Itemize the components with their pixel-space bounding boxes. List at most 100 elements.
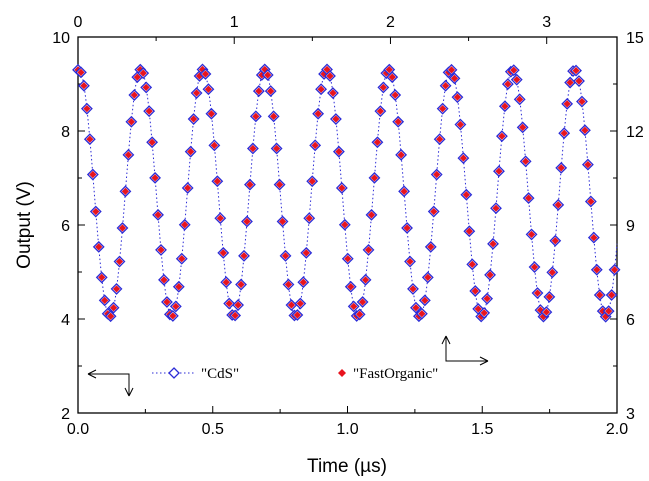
fastorganic-point (421, 296, 429, 304)
top-tick-label: 3 (542, 14, 551, 31)
fastorganic-point (255, 87, 263, 95)
y-tick-label: 4 (61, 312, 70, 329)
fastorganic-point (433, 170, 441, 179)
legend-fastorganic-label: "FastOrganic" (353, 366, 438, 382)
fastorganic-point (264, 71, 272, 79)
fastorganic-point (587, 197, 595, 206)
fastorganic-point (367, 211, 376, 219)
fastorganic-point (510, 66, 518, 74)
fastorganic-point (599, 307, 607, 315)
fastorganic-point (456, 120, 465, 129)
fastorganic-point (608, 291, 616, 299)
legend: "CdS" "FastOrganic" (152, 366, 438, 382)
legend-fastorganic-marker (338, 369, 346, 377)
fastorganic-point (536, 306, 545, 314)
fastorganic-point (142, 83, 150, 92)
fastorganic-point (92, 207, 100, 216)
fastorganic-point (430, 207, 438, 216)
fastorganic-point (243, 217, 251, 226)
fastorganic-point (192, 89, 201, 97)
fastorganic-point (281, 252, 290, 260)
fastorganic-point (317, 85, 325, 93)
fastorganic-point (474, 305, 482, 313)
fastorganic-point (358, 298, 367, 306)
fastorganic-point (527, 230, 536, 239)
fastorganic-point (341, 221, 349, 229)
right-axis-ticks: 3 6 9 12 15 (610, 30, 644, 423)
fastorganic-point (219, 249, 227, 257)
y-tick-label: 2 (61, 406, 70, 423)
fastorganic-point (356, 310, 364, 318)
fastorganic-point (441, 82, 450, 90)
fastorganic-point (495, 167, 503, 175)
fastorganic-point (216, 214, 224, 222)
fastorganic-point (252, 112, 260, 120)
fastorganic-point (418, 310, 426, 318)
fastorganic-point (388, 73, 396, 81)
fastorganic-point (424, 273, 432, 282)
fastorganic-point (109, 304, 118, 312)
fastorganic-point (249, 144, 257, 153)
x-tick-label: 0.0 (67, 421, 89, 438)
fastorganic-point (178, 255, 186, 263)
fastorganic-point (237, 280, 245, 289)
fastorganic-point (525, 194, 533, 202)
fastorganic-point (124, 151, 132, 159)
fastorganic-point (89, 170, 97, 179)
fastorganic-point (101, 296, 109, 304)
fastorganic-point (275, 181, 284, 189)
fastorganic-point (83, 105, 91, 113)
fastorganic-point (489, 240, 497, 248)
fastorganic-point (261, 65, 269, 74)
fastorganic-point (287, 301, 296, 309)
fastorganic-point (501, 102, 509, 110)
left-axis-indicator-arrow (87, 369, 134, 397)
fastorganic-point (593, 266, 601, 274)
fastorganic-point (225, 299, 233, 308)
right-tick-label: 9 (626, 218, 635, 235)
y-axis-title: Output (V) (14, 181, 35, 269)
fastorganic-point (127, 118, 135, 126)
fastorganic-point (270, 112, 278, 120)
fastorganic-point (370, 174, 379, 182)
bottom-axis-ticks: 0.0 0.5 1.0 1.5 2.0 (67, 406, 628, 438)
fastorganic-point (584, 160, 592, 169)
fastorganic-point (112, 285, 121, 293)
fastorganic-point (563, 100, 571, 108)
fastorganic-point (513, 76, 521, 84)
fastorganic-point (483, 295, 491, 303)
fastorganic-point (453, 93, 462, 101)
right-axis-indicator-arrow (441, 335, 489, 366)
fastorganic-point (329, 89, 337, 97)
fastorganic-point (572, 66, 580, 75)
fastorganic-point (118, 224, 127, 232)
fastorganic-point (350, 302, 358, 311)
fastorganic-point (175, 283, 183, 291)
legend-cds-marker (168, 367, 180, 379)
fastorganic-point (385, 66, 393, 74)
x-tick-label: 1.5 (471, 421, 493, 438)
fastorganic-point (77, 68, 85, 76)
fastorganic-point (207, 110, 216, 118)
fastorganic-point (610, 266, 619, 274)
fastorganic-point (519, 123, 527, 131)
y-tick-label: 6 (61, 218, 70, 235)
fastorganic-point (462, 191, 470, 199)
fastorganic-point (335, 148, 343, 156)
right-tick-label: 3 (626, 406, 635, 423)
fastorganic-point (284, 280, 293, 289)
fastorganic-point (305, 214, 313, 222)
fastorganic-point (450, 74, 459, 82)
fastorganic-point (364, 246, 373, 254)
fastorganic-point (468, 260, 476, 268)
fastorganic-point (575, 77, 583, 85)
fastorganic-point (80, 82, 88, 90)
fastorganic-point (267, 87, 275, 95)
fastorganic-point (338, 184, 346, 192)
fastorganic-point (516, 95, 524, 103)
fastorganic-point (190, 115, 198, 123)
fastorganic-point (115, 257, 124, 266)
x-tick-label: 1.0 (336, 421, 358, 438)
fastorganic-point (480, 309, 488, 317)
fastorganic-point (98, 273, 106, 282)
